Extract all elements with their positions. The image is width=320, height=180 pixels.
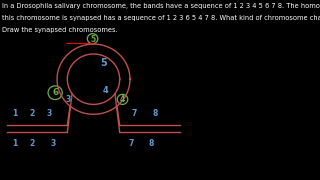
Text: 1: 1 bbox=[12, 139, 18, 148]
Text: 1: 1 bbox=[12, 109, 18, 118]
Text: 2: 2 bbox=[29, 139, 35, 148]
Text: 4: 4 bbox=[120, 95, 125, 104]
Text: Draw the synapsed chromosomes.: Draw the synapsed chromosomes. bbox=[2, 27, 117, 33]
Text: 5: 5 bbox=[90, 35, 95, 44]
Text: 7: 7 bbox=[128, 139, 134, 148]
Text: this chromosome is synapsed has a sequence of 1 2 3 6 5 4 7 8. What kind of chro: this chromosome is synapsed has a sequen… bbox=[2, 15, 320, 21]
Text: 8: 8 bbox=[153, 109, 158, 118]
Text: 4: 4 bbox=[103, 86, 108, 94]
Text: 6: 6 bbox=[52, 88, 58, 97]
Text: 3: 3 bbox=[51, 139, 56, 148]
Text: In a Drosophila salivary chromosome, the bands have a sequence of 1 2 3 4 5 6 7 : In a Drosophila salivary chromosome, the… bbox=[2, 3, 320, 9]
Text: 7: 7 bbox=[132, 109, 137, 118]
Text: 3: 3 bbox=[66, 95, 71, 104]
Text: 8: 8 bbox=[149, 139, 154, 148]
Text: 5: 5 bbox=[100, 58, 107, 68]
Text: 3: 3 bbox=[47, 109, 52, 118]
Text: 2: 2 bbox=[29, 109, 35, 118]
